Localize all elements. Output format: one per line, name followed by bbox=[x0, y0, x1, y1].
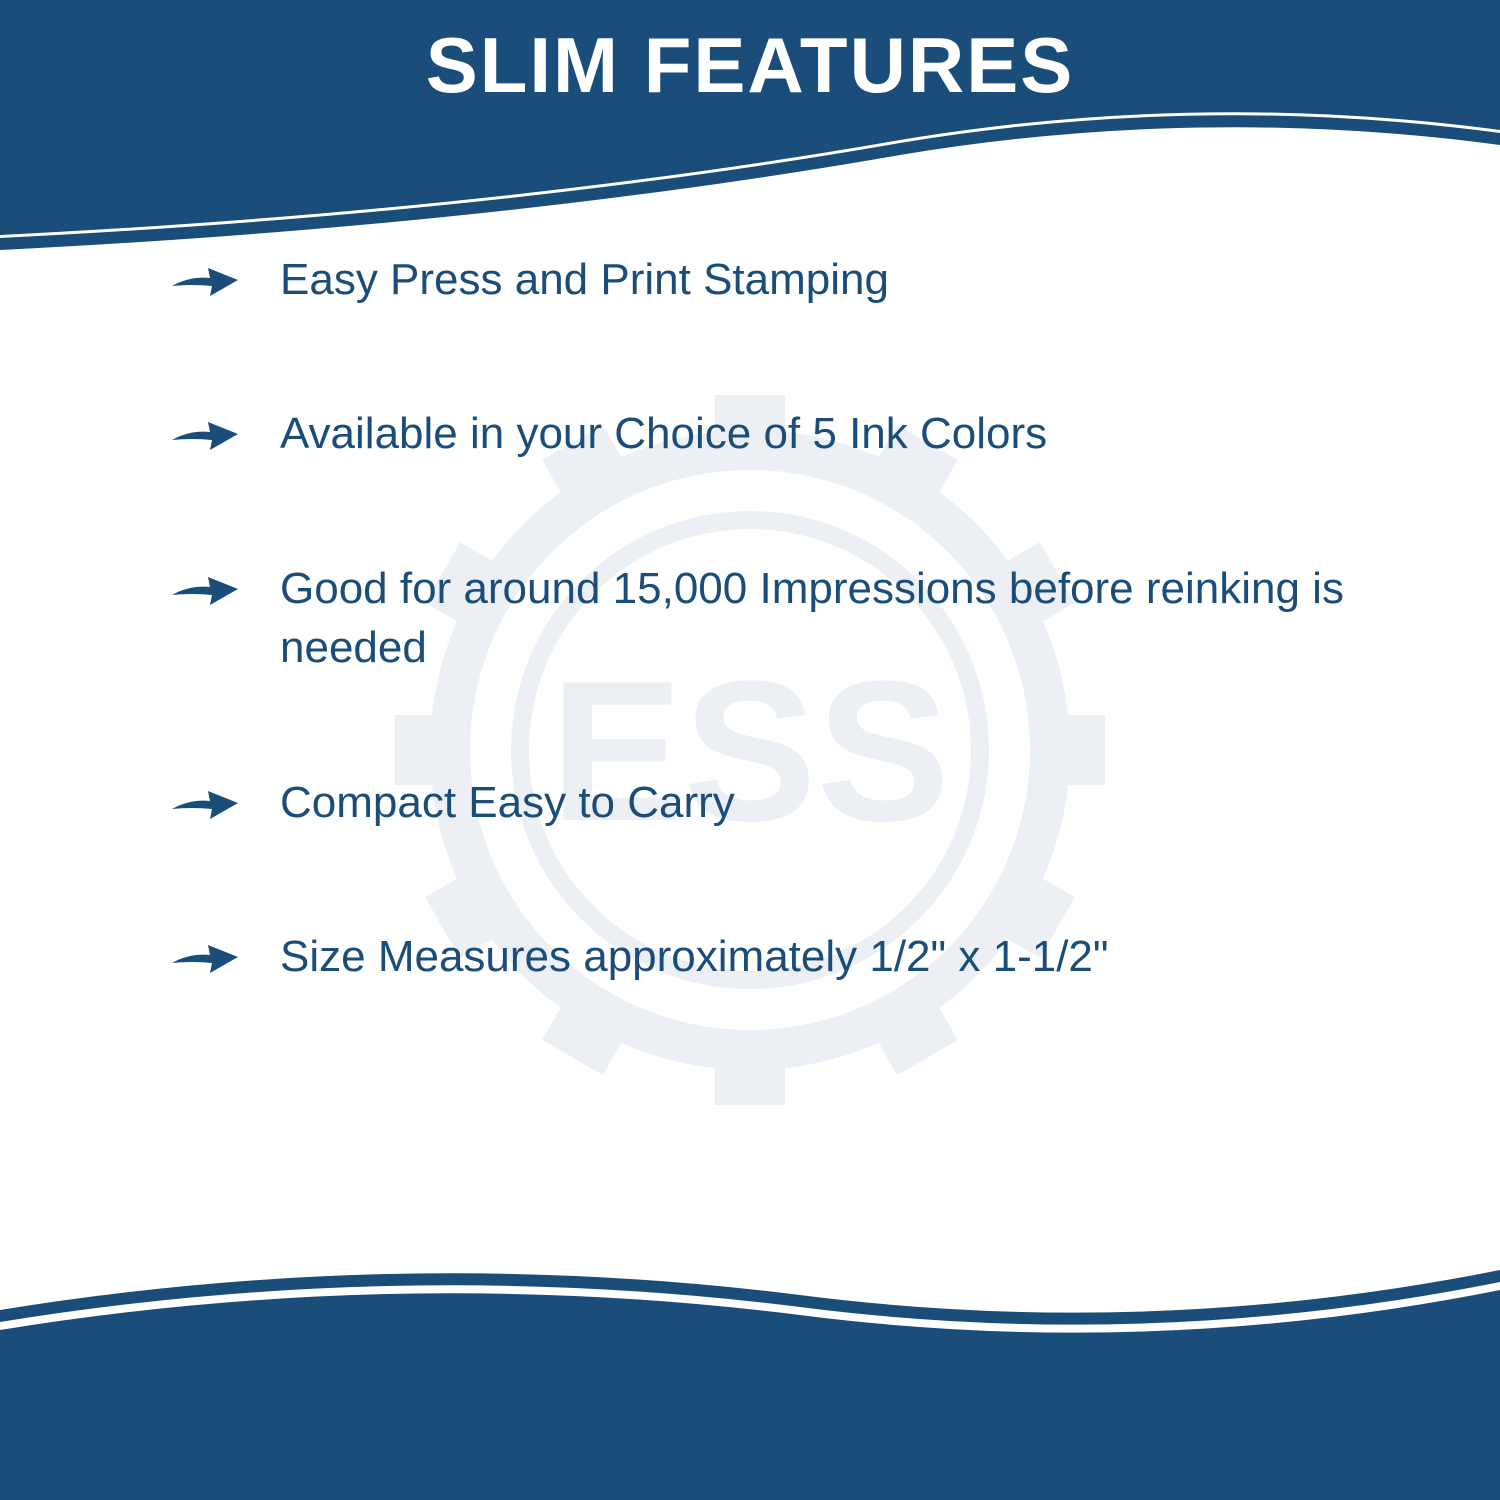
feature-item: Compact Easy to Carry bbox=[170, 773, 1380, 832]
arrow-icon bbox=[170, 781, 240, 821]
feature-text: Easy Press and Print Stamping bbox=[280, 250, 889, 309]
feature-text: Compact Easy to Carry bbox=[280, 773, 735, 832]
feature-text: Available in your Choice of 5 Ink Colors bbox=[280, 404, 1047, 463]
feature-item: Available in your Choice of 5 Ink Colors bbox=[170, 404, 1380, 463]
infographic-container: SLIM FEATURES ESS bbox=[0, 0, 1500, 1500]
page-title: SLIM FEATURES bbox=[0, 20, 1500, 111]
features-list: Easy Press and Print Stamping Available … bbox=[170, 250, 1380, 1081]
arrow-icon bbox=[170, 567, 240, 607]
feature-item: Easy Press and Print Stamping bbox=[170, 250, 1380, 309]
feature-text: Size Measures approximately 1/2" x 1-1/2… bbox=[280, 927, 1109, 986]
arrow-icon bbox=[170, 935, 240, 975]
feature-item: Size Measures approximately 1/2" x 1-1/2… bbox=[170, 927, 1380, 986]
feature-item: Good for around 15,000 Impressions befor… bbox=[170, 559, 1380, 678]
arrow-icon bbox=[170, 412, 240, 452]
footer-wave bbox=[0, 1220, 1500, 1500]
arrow-icon bbox=[170, 258, 240, 298]
feature-text: Good for around 15,000 Impressions befor… bbox=[280, 559, 1380, 678]
